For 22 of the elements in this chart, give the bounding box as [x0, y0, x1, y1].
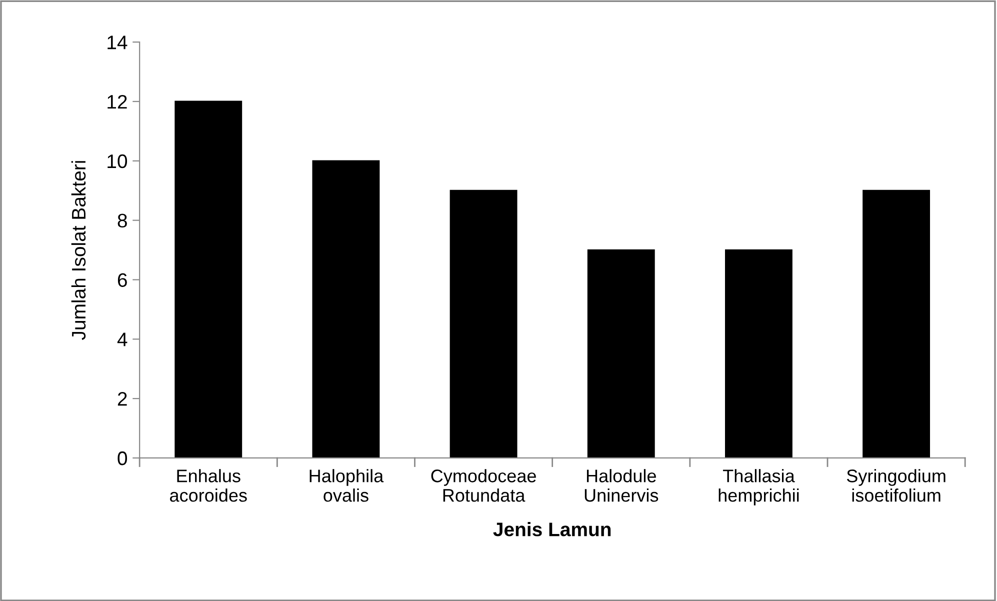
- x-tick-label: Halodule Uninervis: [584, 469, 658, 502]
- bar: [312, 160, 380, 458]
- bar: [450, 190, 518, 458]
- y-axis-title: Jumlah Isolat Bakteri: [71, 161, 86, 340]
- y-tick-label: 4: [117, 332, 128, 346]
- x-tick-label: Enhalus acoroides: [170, 469, 247, 502]
- y-tick-label: 8: [118, 214, 127, 228]
- bar: [587, 249, 655, 458]
- y-tick-label: 10: [108, 154, 128, 168]
- x-tick-label: Cymodoceae Rotundata: [431, 469, 536, 502]
- bar: [862, 190, 930, 458]
- y-tick-label: 14: [108, 36, 128, 50]
- bar: [174, 100, 242, 458]
- y-tick-label: 0: [118, 451, 128, 466]
- y-tick-label: 6: [118, 273, 127, 287]
- x-tick-label: Halophila ovalis: [310, 469, 384, 502]
- y-tick-label: 2: [118, 392, 127, 406]
- x-tick-label: Syringodium isoetifolium: [846, 469, 946, 502]
- bar: [725, 249, 792, 458]
- x-tick-label: Thallasia hemprichii: [718, 469, 799, 506]
- x-axis-title: Jenis Lamun: [493, 522, 611, 536]
- y-tick-label: 12: [108, 94, 127, 109]
